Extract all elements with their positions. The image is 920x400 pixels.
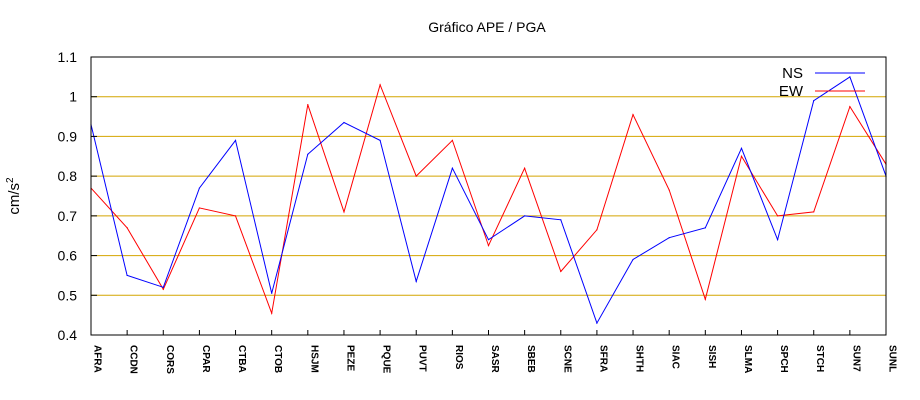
data-point-ns [487,239,490,241]
x-tick-label: CTOB [272,345,283,373]
data-point-ew [632,113,634,116]
x-tick-label: AFRA [92,345,103,373]
data-point-ns [776,239,779,241]
data-point-ew [560,270,562,273]
data-point-ew [379,84,381,86]
y-tick-label: 0.5 [58,287,78,303]
chart-title: Gráfico APE / PGA [428,19,546,35]
data-point-ew [487,245,490,247]
data-point-ew [704,298,706,300]
x-tick-label: RIOS [453,345,464,370]
y-tick-label: 0.7 [58,208,78,224]
x-tick-label: SUNL [887,345,898,372]
y-axis-label: cm/s2 [5,177,23,215]
data-point-ew [668,189,670,191]
data-point-ew [415,175,417,177]
data-point-ew [740,155,743,157]
x-tick-label: PEZE [344,345,355,371]
data-point-ns [379,139,381,141]
x-tick-label: SLMA [742,345,753,373]
x-tick-label: SISH [706,345,717,368]
x-axis-ticks: AFRA CCDN CORS CPAR CTBA CTOB HSJM PEZE PQUE PUVT… [90,330,898,374]
x-tick-label: SBEB [525,345,536,373]
data-point-ew [524,167,526,169]
x-tick-label: CORS [164,345,175,374]
x-tick-label: SIAC [670,345,681,369]
x-tick-label: CPAR [200,345,211,373]
x-tick-label: CTBA [236,345,247,373]
data-point-ns [668,237,670,239]
data-point-ew [813,211,815,213]
x-tick-label: SASR [489,345,500,374]
x-tick-label: CCDN [128,345,139,374]
y-tick-label: 0.6 [58,248,78,264]
y-tick-label: 0.8 [58,168,78,184]
data-point-ew [126,227,128,229]
x-tick-label: PUVT [417,345,428,372]
data-point-ew [307,104,309,106]
data-point-ns [849,76,851,78]
legend-label: EW [779,83,804,100]
series-line-ew [90,83,887,316]
data-point-ew [343,211,345,213]
x-tick-label: SFRA [597,345,608,372]
data-point-ew [198,207,201,209]
data-point-ew [271,312,273,314]
x-tick-label: SCNE [561,345,572,373]
data-point-ew [849,106,851,108]
data-point-ns [198,187,201,189]
y-tick-label: 0.4 [58,327,78,343]
data-point-ew [596,229,598,231]
data-point-ns [307,153,309,155]
y-axis-label-exponent: 2 [5,177,16,183]
data-point-ns [415,280,417,282]
data-point-ns [126,274,128,277]
series-line-ns [90,76,887,325]
series-layer [90,76,887,325]
data-point-ew [234,215,237,217]
data-point-ns [813,100,815,102]
x-tick-label: SHTH [634,345,645,372]
y-axis-ticks: 0.4 0.5 0.6 0.7 0.8 0.9 1 1.1 [58,49,97,343]
data-point-ns [560,219,562,221]
data-point-ew [451,139,453,141]
data-point-ew [776,215,779,217]
data-point-ns [740,147,743,149]
data-point-ns [632,258,634,261]
data-point-ew [162,288,164,290]
data-point-ns [234,139,237,141]
x-tick-label: SPCH [778,345,789,373]
plot-frame [90,56,887,336]
x-tick-label: PQUE [381,345,392,374]
x-tick-label: SUN7 [850,345,861,372]
y-tick-label: 0.9 [58,128,78,144]
x-tick-label: HSJM [308,345,319,373]
data-point-ns [596,322,598,324]
y-tick-label: 1 [69,89,77,105]
data-point-ns [524,215,526,217]
data-point-ns [343,121,345,124]
grid-lines [91,96,886,296]
y-axis-label-text: cm/s [6,183,23,215]
legend-label: NS [782,65,803,82]
x-tick-label: STCH [814,345,825,372]
y-tick-label: 1.1 [58,49,78,65]
data-point-ns [704,227,706,229]
data-point-ns [451,167,453,169]
data-point-ns [162,286,164,288]
data-point-ns [271,292,273,294]
